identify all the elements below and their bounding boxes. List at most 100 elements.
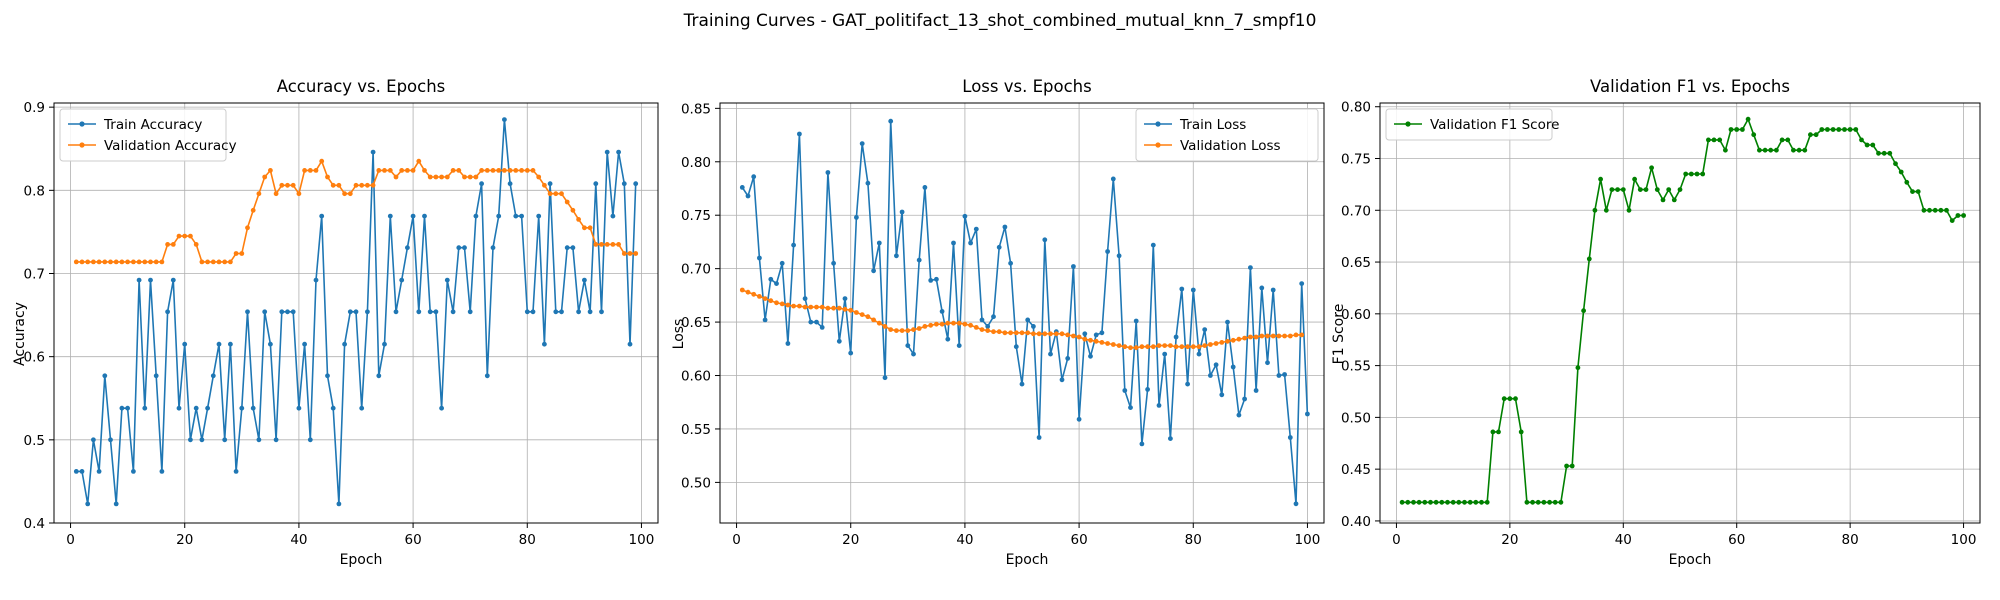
validation-f1-score-point [1768, 147, 1774, 153]
validation-accuracy-point [153, 259, 159, 265]
validation-accuracy-point [182, 233, 188, 239]
validation-f1-score-point [1507, 396, 1513, 402]
y-tick-label: 0.65 [1341, 255, 1371, 271]
validation-loss-point [1071, 333, 1076, 339]
validation-f1-score-point [1433, 499, 1439, 505]
validation-loss-point [1219, 340, 1225, 345]
train-accuracy-point [148, 277, 153, 283]
train-loss-point [1213, 362, 1219, 368]
validation-accuracy-point [553, 191, 559, 197]
accuracy-panel-title: Accuracy vs. Epochs [277, 77, 446, 96]
train-accuracy-point [524, 309, 530, 315]
validation-loss-series [739, 287, 1305, 351]
y-tick-label: 0.55 [1341, 359, 1371, 375]
train-accuracy-point [222, 437, 228, 443]
validation-accuracy-point [188, 233, 193, 239]
validation-f1-score-line [1402, 118, 1964, 504]
validation-accuracy-point [96, 259, 102, 265]
train-accuracy-point [382, 341, 387, 347]
train-accuracy-point [393, 309, 399, 315]
validation-accuracy-point [205, 259, 211, 265]
train-accuracy-point [370, 149, 376, 155]
validation-f1-score-point [1694, 171, 1700, 177]
validation-loss-point [751, 291, 757, 297]
validation-f1-score-point [1586, 256, 1592, 262]
validation-accuracy-point [450, 168, 456, 173]
train-accuracy-point [193, 405, 199, 411]
validation-f1-score-point [1473, 499, 1479, 505]
legend: Train Loss Validation Loss [1135, 108, 1319, 162]
train-loss-point [1225, 319, 1230, 325]
validation-accuracy-point [456, 168, 462, 173]
validation-loss-point [1265, 333, 1270, 339]
validation-accuracy-point [268, 168, 273, 173]
validation-loss-point [1156, 343, 1162, 348]
validation-f1-score-point [1802, 147, 1808, 153]
validation-loss-legend-marker [1155, 142, 1161, 148]
train-loss-point [1270, 287, 1276, 293]
train-accuracy-series [73, 117, 639, 507]
validation-f1-score-point [1626, 207, 1632, 213]
validation-loss-line [742, 289, 1302, 349]
validation-loss-point [1093, 338, 1099, 344]
validation-loss-point [802, 304, 808, 310]
y-tick-label: 0.7 [24, 266, 45, 282]
legend: Validation F1 Score [1385, 108, 1559, 141]
train-accuracy-legend-marker [79, 121, 85, 127]
train-loss-point [1265, 360, 1270, 366]
validation-accuracy-point [148, 259, 153, 265]
x-tick-label: 60 [1728, 532, 1745, 548]
train-accuracy-point [188, 437, 193, 443]
validation-f1-score-point [1643, 187, 1649, 193]
legend-box [1135, 108, 1319, 162]
validation-f1-score-point [1830, 127, 1836, 132]
validation-accuracy-point [359, 182, 365, 188]
validation-accuracy-point [576, 217, 581, 222]
x-tick-label: 100 [1295, 532, 1321, 548]
f1-x-axis-label: Epoch [1669, 552, 1712, 568]
train-loss-point [979, 317, 985, 323]
validation-f1-score-point [1949, 218, 1955, 224]
train-accuracy-point [245, 309, 250, 315]
f1-panel: Validation F1 vs. Epochs Epoch F1 Score … [1331, 77, 1981, 568]
validation-loss-point [797, 303, 802, 309]
x-tick-label: 20 [1501, 532, 1518, 548]
validation-accuracy-point [524, 168, 530, 173]
train-accuracy-point [444, 277, 450, 283]
validation-loss-point [1225, 338, 1230, 344]
train-loss-point [871, 268, 876, 274]
train-loss-point [956, 343, 962, 348]
validation-accuracy-point [599, 242, 604, 247]
train-accuracy-point [96, 469, 102, 474]
validation-loss-point [916, 326, 922, 331]
y-tick-label: 0.9 [24, 100, 45, 116]
validation-loss-point [1076, 334, 1082, 340]
x-tick-label: 0 [732, 532, 741, 548]
train-accuracy-point [233, 469, 239, 474]
train-accuracy-point [416, 309, 422, 315]
x-tick-label: 80 [1842, 532, 1859, 548]
validation-f1-score-point [1955, 213, 1961, 218]
validation-f1-score-point [1734, 127, 1740, 132]
validation-accuracy-point [176, 233, 182, 239]
validation-loss-point [1059, 331, 1065, 337]
validation-f1-score-point [1910, 189, 1915, 195]
validation-f1-score-point [1615, 187, 1620, 193]
train-accuracy-point [410, 213, 416, 219]
train-loss-point [939, 309, 945, 314]
validation-accuracy-point [119, 259, 125, 265]
validation-f1-score-point [1399, 499, 1405, 505]
validation-f1-score-point [1847, 127, 1853, 132]
validation-f1-score-point [1774, 147, 1779, 153]
train-accuracy-point [205, 405, 211, 411]
validation-accuracy-point [273, 191, 279, 197]
validation-f1-score-point [1411, 499, 1416, 505]
train-accuracy-point [439, 405, 444, 411]
train-loss-point [968, 240, 973, 246]
validation-f1-score-point [1462, 499, 1467, 505]
validation-loss-point [831, 305, 836, 311]
validation-accuracy-legend-label: Validation Accuracy [104, 138, 237, 154]
validation-loss-point [1002, 330, 1008, 336]
validation-accuracy-point [79, 259, 85, 265]
train-accuracy-point [85, 501, 91, 507]
